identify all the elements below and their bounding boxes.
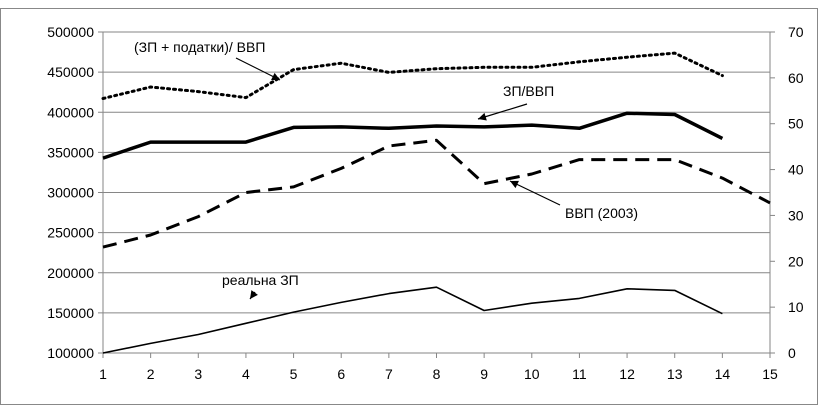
- y-tick-label-left: 250000: [47, 225, 94, 241]
- x-tick-label: 3: [194, 366, 202, 382]
- x-tick-label: 9: [480, 366, 488, 382]
- x-tick-label: 11: [572, 366, 587, 382]
- series-layer: [101, 51, 771, 354]
- annotation-leader: [477, 103, 528, 120]
- x-tick-label: 10: [524, 366, 540, 382]
- tick-labels: 100000 150000 200000 250000 300000 350000 4000…: [47, 24, 804, 382]
- chart-frame: [0, 8, 818, 405]
- y-tick-label-right: 50: [788, 116, 804, 132]
- y-tick-label-right: 30: [788, 207, 804, 223]
- y-tick-label-left: 100000: [47, 345, 94, 361]
- x-tick-label: 12: [619, 366, 635, 382]
- y-tick-label-left: 300000: [47, 185, 94, 201]
- series-line-2: [102, 111, 724, 160]
- x-tick-label: 14: [715, 366, 731, 382]
- x-tick-label: 15: [762, 366, 778, 382]
- y-tick-label-left: 350000: [47, 144, 94, 160]
- series-line-1: [101, 51, 724, 100]
- x-tick-label: 7: [385, 366, 393, 382]
- y-tick-label-right: 60: [788, 70, 804, 86]
- annotation-label: ЗП/ВВП: [503, 83, 554, 99]
- series-line-3: [102, 138, 771, 249]
- annotation-leader: [235, 57, 281, 81]
- annotation-label: (ЗП + податки)/ ВВП: [134, 39, 265, 55]
- annotation-label: ВВП (2003): [565, 205, 638, 221]
- y-tick-label-left: 500000: [47, 24, 94, 40]
- x-tick-label: 5: [290, 366, 298, 382]
- annotation-arrowhead: [478, 112, 487, 121]
- series-line-4: [102, 286, 723, 354]
- annotation-label: реальна ЗП: [222, 272, 299, 288]
- y-tick-label-right: 20: [788, 253, 804, 269]
- annotations: (ЗП + податки)/ ВВП ЗП/ВВП ВВП (2003) реаль…: [134, 39, 638, 300]
- y-tick-label-left: 400000: [47, 104, 94, 120]
- y-tick-label-right: 10: [788, 299, 804, 315]
- y-tick-label-left: 150000: [47, 305, 94, 321]
- annotation-arrowhead: [271, 72, 280, 80]
- annotation-leader: [509, 180, 561, 206]
- y-tick-label-left: 200000: [47, 265, 94, 281]
- x-tick-label: 13: [667, 366, 683, 382]
- y-tick-label-left: 450000: [47, 64, 94, 80]
- x-tick-label: 8: [433, 366, 441, 382]
- grid-lines: [98, 31, 775, 358]
- y-tick-label-right: 70: [788, 24, 804, 40]
- x-tick-label: 1: [99, 366, 107, 382]
- annotation-arrowhead: [250, 290, 258, 299]
- annotation-arrowhead: [510, 180, 519, 189]
- x-tick-label: 6: [337, 366, 345, 382]
- chart-border: [0, 8, 818, 405]
- y-tick-label-right: 0: [788, 345, 796, 361]
- x-tick-label: 4: [242, 366, 250, 382]
- y-tick-label-right: 40: [788, 162, 804, 178]
- x-tick-label: 2: [147, 366, 155, 382]
